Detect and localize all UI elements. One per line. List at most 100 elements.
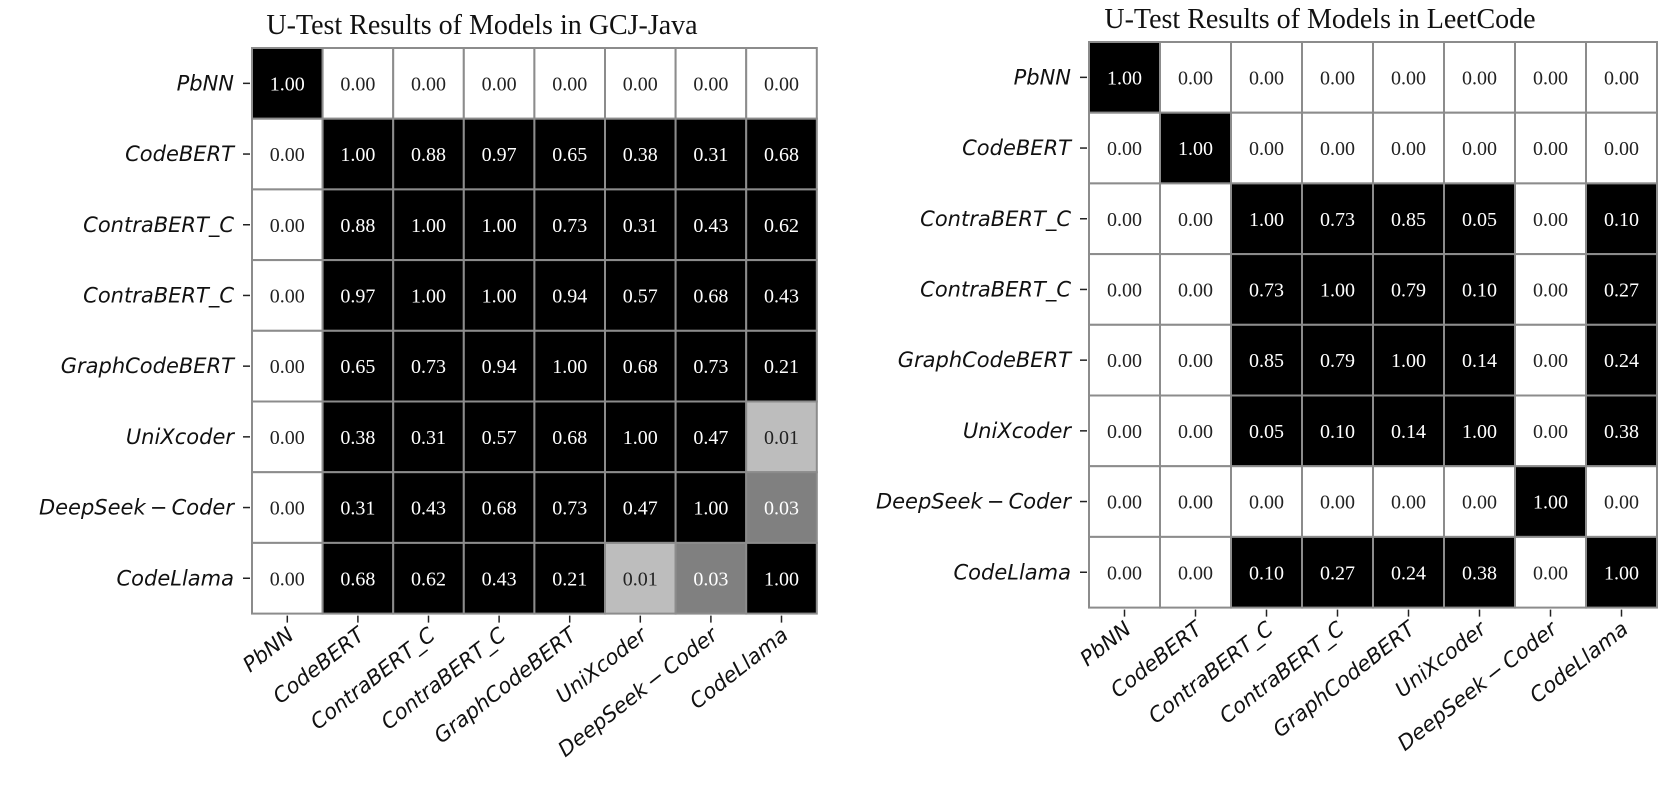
- heatmap-cell: [1514, 41, 1587, 114]
- cell-value-label: 0.00: [1178, 209, 1213, 231]
- cell-value-label: 0.10: [1462, 279, 1497, 301]
- heatmap-cell: [1230, 111, 1303, 185]
- cell-value-label: 1.00: [270, 73, 305, 95]
- heatmap-cell: [745, 47, 818, 120]
- cell-value-label: 1.00: [764, 568, 799, 590]
- cell-value-label: 0.00: [1107, 562, 1142, 584]
- row-label: CodeBERT: [962, 136, 1073, 160]
- cell-value-label: 0.62: [764, 215, 799, 237]
- cell-value-label: 0.97: [340, 285, 375, 307]
- cell-value-label: 0.00: [1178, 562, 1213, 584]
- heatmap-cell: [1585, 323, 1658, 397]
- heatmap-cell: [251, 188, 324, 262]
- heatmap-cell: [604, 117, 677, 191]
- heatmap-cell: [321, 117, 395, 191]
- cell-value-label: 0.00: [1178, 350, 1213, 372]
- heatmap-cell: [1301, 535, 1374, 609]
- heatmap-cell: [1088, 253, 1161, 326]
- heatmap-cell: [533, 541, 607, 615]
- cell-value-label: 0.14: [1391, 421, 1426, 443]
- heatmap-cell: [1585, 182, 1658, 256]
- cell-value-label: 0.88: [411, 144, 446, 166]
- heatmap-cell: [745, 117, 818, 191]
- cell-value-label: 0.73: [552, 498, 587, 520]
- heatmap-cell: [674, 259, 748, 332]
- cell-value-label: 0.43: [482, 568, 517, 590]
- cell-value-label: 0.38: [1462, 562, 1497, 584]
- heatmap-cell: [1159, 535, 1232, 609]
- cell-value-label: 0.00: [1533, 279, 1568, 301]
- cell-value-label: 0.00: [1178, 279, 1213, 301]
- cell-value-label: 0.00: [1604, 138, 1639, 160]
- cell-value-label: 0.00: [1178, 421, 1213, 443]
- cell-value-label: 0.00: [1391, 492, 1426, 514]
- cell-value-label: 0.24: [1391, 562, 1426, 584]
- heatmap-cell: [1372, 323, 1445, 397]
- heatmap-cell: [674, 471, 748, 544]
- cell-value-label: 0.00: [623, 73, 658, 95]
- heatmap-cell: [462, 329, 536, 403]
- cell-value-label: 1.00: [1320, 279, 1355, 301]
- cell-value-label: 1.00: [411, 215, 446, 237]
- heatmap-cell: [462, 188, 536, 262]
- heatmap-cell: [1230, 323, 1303, 397]
- cell-value-label: 0.94: [552, 285, 587, 307]
- cell-value-label: 1.00: [1533, 492, 1568, 514]
- cell-value-label: 0.00: [1604, 67, 1639, 89]
- cell-value-label: 0.03: [693, 568, 728, 590]
- cell-value-label: 0.00: [1320, 492, 1355, 514]
- heatmap-cell: [1301, 41, 1374, 114]
- row-label: PbNN: [177, 71, 235, 95]
- cell-value-label: 0.00: [270, 215, 305, 237]
- cell-value-label: 0.68: [340, 568, 375, 590]
- cell-value-label: 0.57: [623, 285, 658, 307]
- cell-value-label: 0.10: [1320, 421, 1355, 443]
- cell-value-label: 0.01: [764, 427, 799, 449]
- heatmap-cell: [745, 471, 818, 544]
- cell-value-label: 0.21: [764, 356, 799, 378]
- heatmap-leetcode: U-Test Results of Models in LeetCode 1.00…: [876, 4, 1658, 756]
- cell-value-label: 0.47: [623, 498, 658, 520]
- cell-value-label: 0.21: [552, 568, 587, 590]
- heatmap-cell: [533, 400, 607, 474]
- heatmap-cell: [1088, 111, 1161, 185]
- cell-value-label: 0.31: [340, 498, 375, 520]
- heatmap-cell: [462, 259, 536, 332]
- heatmap-cell: [1159, 465, 1232, 538]
- heatmap-cell: [392, 259, 465, 332]
- cell-value-label: 0.00: [1178, 67, 1213, 89]
- heatmap-cell: [1443, 111, 1516, 185]
- row-label: CodeLlama: [117, 566, 235, 590]
- cell-value-label: 1.00: [1604, 562, 1639, 584]
- cell-value-label: 0.00: [1107, 138, 1142, 160]
- column-label: ContraBERT_C: [1144, 616, 1279, 729]
- heatmap-cell: [462, 541, 536, 615]
- cell-value-label: 0.00: [1320, 67, 1355, 89]
- heatmap-cell: [1585, 535, 1658, 609]
- cell-value-label: 0.14: [1462, 350, 1497, 372]
- cell-value-label: 0.00: [1604, 492, 1639, 514]
- cell-value-label: 0.00: [270, 498, 305, 520]
- row-label: ContraBERT_C: [83, 283, 234, 308]
- cell-value-label: 0.68: [693, 285, 728, 307]
- heatmap-cell: [1230, 253, 1303, 326]
- heatmap-cell: [251, 541, 324, 615]
- cell-value-label: 0.00: [1533, 350, 1568, 372]
- cell-value-label: 0.00: [482, 73, 517, 95]
- heatmap-cell: [604, 188, 677, 262]
- row-label: CodeLlama: [954, 560, 1072, 584]
- heatmap-cell: [462, 117, 536, 191]
- cell-value-label: 0.79: [1391, 279, 1426, 301]
- heatmap-cell: [321, 400, 395, 474]
- cell-value-label: 0.00: [1107, 279, 1142, 301]
- cell-value-label: 0.00: [411, 73, 446, 95]
- heatmap-cell: [392, 188, 465, 262]
- heatmap-cell: [1301, 394, 1374, 468]
- heatmap-cell: [1443, 394, 1516, 468]
- cell-value-label: 0.00: [1462, 138, 1497, 160]
- cell-value-label: 0.79: [1320, 350, 1355, 372]
- heatmap-cell: [251, 471, 324, 544]
- heatmap-cell: [321, 188, 395, 262]
- chart-title: U-Test Results of Models in GCJ-Java: [266, 10, 698, 41]
- heatmap-cell: [392, 541, 465, 615]
